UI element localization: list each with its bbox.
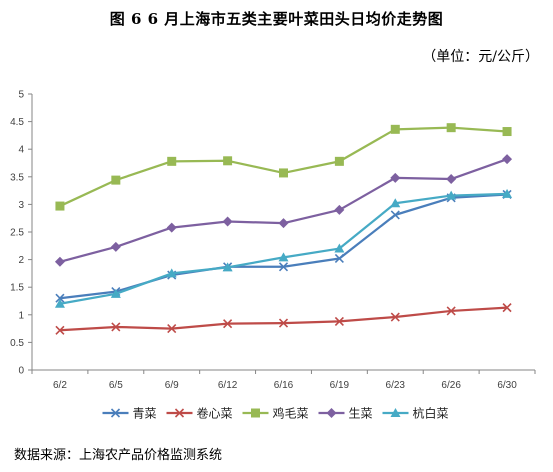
y-tick-label: 4.5 xyxy=(10,117,24,128)
y-tick-label: 0.5 xyxy=(10,338,24,349)
chart-title: 图 6 6 月上海市五类主要叶菜田头日均价走势图 xyxy=(109,10,444,28)
x-tick-label: 6/5 xyxy=(109,380,123,391)
data-point-marker xyxy=(55,325,65,335)
legend-swatch-marker xyxy=(251,408,260,418)
data-point-marker xyxy=(55,293,65,303)
data-point-marker xyxy=(110,288,121,298)
data-point-marker xyxy=(446,190,457,200)
data-source-note: 数据来源：上海农产品价格监测系统 xyxy=(14,448,223,463)
data-point-marker xyxy=(334,243,345,253)
series-layer xyxy=(54,123,513,335)
unit-label: （单位：元/公斤） xyxy=(422,49,539,65)
data-point-marker xyxy=(167,324,177,334)
series-3 xyxy=(55,123,512,211)
y-tick-label: 3 xyxy=(18,200,24,211)
data-point-marker xyxy=(223,319,233,329)
legend-swatch-marker xyxy=(326,408,337,418)
y-tick-label: 3.5 xyxy=(10,172,24,183)
y-tick-label: 0 xyxy=(18,366,24,377)
legend-swatch-marker xyxy=(390,408,401,417)
data-point-marker xyxy=(390,210,400,220)
series-2 xyxy=(55,303,512,335)
legend-label: 生菜 xyxy=(349,407,373,421)
data-point-marker xyxy=(111,322,121,332)
data-point-marker xyxy=(502,188,513,198)
data-point-marker xyxy=(390,172,401,183)
x-tick-label: 6/9 xyxy=(165,380,179,391)
data-point-marker xyxy=(55,201,65,211)
data-point-marker xyxy=(166,222,177,233)
data-point-marker xyxy=(111,175,121,185)
data-point-marker xyxy=(390,312,400,322)
data-point-marker xyxy=(446,123,456,133)
data-point-marker xyxy=(446,174,457,185)
data-point-marker xyxy=(279,168,288,178)
x-tick-label: 6/26 xyxy=(441,380,461,391)
legend-label: 青菜 xyxy=(133,407,157,421)
legend-label: 杭白菜 xyxy=(413,406,449,421)
x-tick-label: 6/19 xyxy=(330,380,350,391)
data-point-marker xyxy=(334,253,344,264)
y-tick-label: 5 xyxy=(18,90,24,101)
series-line xyxy=(59,193,508,300)
x-tick-label: 6/23 xyxy=(386,380,406,391)
data-point-marker xyxy=(502,303,512,313)
legend-item: 卷心菜 xyxy=(166,406,233,421)
data-point-marker xyxy=(222,262,233,272)
x-tick-label: 6/30 xyxy=(497,380,517,391)
data-point-marker xyxy=(446,306,456,316)
data-point-marker xyxy=(278,252,289,262)
x-tick-label: 6/16 xyxy=(274,380,294,391)
data-point-marker xyxy=(334,156,344,166)
data-point-marker xyxy=(278,218,289,229)
legend-item: 鸡毛菜 xyxy=(242,406,309,421)
data-point-marker xyxy=(167,156,177,166)
y-tick-label: 1 xyxy=(18,310,24,321)
data-point-marker xyxy=(223,156,233,166)
data-point-marker xyxy=(54,256,65,267)
data-point-marker xyxy=(54,298,65,308)
y-tick-label: 2 xyxy=(18,255,24,266)
legend-item: 青菜 xyxy=(102,407,157,421)
data-point-marker xyxy=(278,318,289,328)
legend-item: 生菜 xyxy=(318,407,373,421)
x-tick-label: 6/12 xyxy=(218,380,238,391)
chart-axes: 0 0.5 1 1.5 2 2.5 3 3.5 4 4.5 5 6/2 6/5 6/9 6/12 6/16 6/… xyxy=(10,90,536,391)
legend-swatch-marker xyxy=(110,408,121,418)
legend-label: 鸡毛菜 xyxy=(273,406,309,421)
data-point-marker xyxy=(502,127,512,137)
y-tick-label: 1.5 xyxy=(10,283,24,294)
data-point-marker xyxy=(390,124,400,134)
legend-item: 杭白菜 xyxy=(382,406,449,421)
series-line xyxy=(59,126,508,208)
data-point-marker xyxy=(278,262,289,272)
series-5 xyxy=(54,188,513,308)
data-point-marker xyxy=(502,154,513,165)
series-line xyxy=(59,306,508,332)
series-4 xyxy=(54,154,513,267)
data-point-marker xyxy=(334,316,344,326)
legend-label: 卷心菜 xyxy=(197,406,233,421)
data-point-marker xyxy=(166,268,177,278)
series-1 xyxy=(55,189,512,303)
x-tick-label: 6/2 xyxy=(53,380,67,391)
chart-legend: 青菜 卷心菜 鸡毛菜 生菜 杭白菜 xyxy=(102,406,449,421)
y-tick-label: 4 xyxy=(18,145,24,156)
data-point-marker xyxy=(334,204,345,215)
legend-swatch-marker xyxy=(174,408,185,418)
data-point-marker xyxy=(222,216,233,227)
y-tick-label: 2.5 xyxy=(10,228,24,239)
data-point-marker xyxy=(110,241,121,252)
data-point-marker xyxy=(390,198,401,208)
